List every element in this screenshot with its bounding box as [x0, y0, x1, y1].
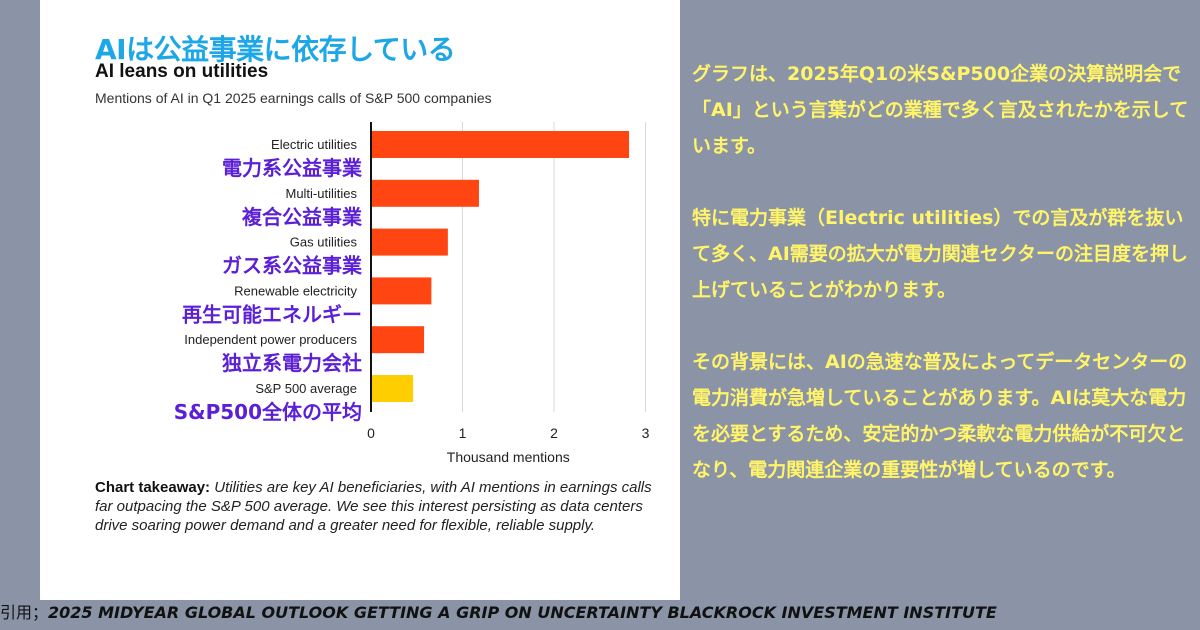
bar-renewable-electricity	[371, 277, 432, 305]
x-tick-label: 2	[550, 425, 558, 441]
bar-chart: 0 1 2 3 Electric utilities 電力系公益事業 Multi-utili…	[174, 122, 650, 465]
bar-s-p-500-average	[371, 375, 414, 402]
chart-subtitle: Mentions of AI in Q1 2025 earnings calls…	[95, 90, 492, 106]
x-tick-label: 3	[642, 425, 650, 441]
takeaway-text: Utilities are key AI beneficiaries, with…	[95, 479, 652, 534]
bar-electric-utilities	[371, 131, 630, 158]
category-label: Gas utilities	[290, 235, 358, 250]
chart-takeaway: Chart takeaway: Utilities are key AI ben…	[95, 478, 655, 535]
category-label-jp: ガス系公益事業	[222, 254, 363, 278]
category-label-jp: S&P500全体の平均	[174, 400, 362, 424]
x-tick-label: 0	[367, 425, 375, 441]
explanation-paragraph-1: グラフは、2025年Q1の米S&P500企業の決算説明会で「AI」という言葉がど…	[692, 63, 1189, 157]
x-tick-label: 1	[459, 425, 467, 441]
explanation-paragraph-3: その背景には、AIの急速な普及によってデータセンターの電力消費が急増していること…	[692, 351, 1188, 481]
explanation-panel: グラフは、2025年Q1の米S&P500企業の決算説明会で「AI」という言葉がど…	[692, 56, 1192, 524]
bar-multi-utilities	[371, 179, 479, 207]
chart-title-en: AI leans on utilities	[95, 61, 269, 82]
bar-independent-power-producers	[371, 326, 425, 354]
x-axis-label: Thousand mentions	[447, 449, 570, 465]
bar-gas-utilities	[371, 228, 448, 256]
chart-card: AIは公益事業に依存している AI leans on utilities Men…	[40, 0, 680, 600]
takeaway-label: Chart takeaway:	[95, 479, 211, 496]
category-label-jp: 電力系公益事業	[222, 156, 363, 180]
category-label: Electric utilities	[271, 137, 357, 152]
category-label-jp: 独立系電力会社	[222, 351, 362, 375]
category-label: Multi-utilities	[285, 186, 357, 201]
chart-title-jp: AIは公益事業に依存している	[95, 33, 456, 66]
category-label: Renewable electricity	[234, 283, 357, 298]
category-label-jp: 複合公益事業	[242, 205, 363, 229]
explanation-paragraph-2: 特に電力事業（Electric utilities）での言及が群を抜いて多く、A…	[692, 207, 1189, 301]
category-label: Independent power producers	[184, 332, 357, 347]
citation-source: 2025 MIDYEAR GLOBAL OUTLOOK GETTING A GR…	[48, 603, 997, 622]
citation: 引用；2025 MIDYEAR GLOBAL OUTLOOK GETTING A…	[0, 600, 1200, 630]
citation-prefix: 引用；	[0, 603, 49, 622]
category-label: S&P 500 average	[255, 381, 357, 396]
category-label-jp: 再生可能エネルギー	[182, 302, 362, 326]
